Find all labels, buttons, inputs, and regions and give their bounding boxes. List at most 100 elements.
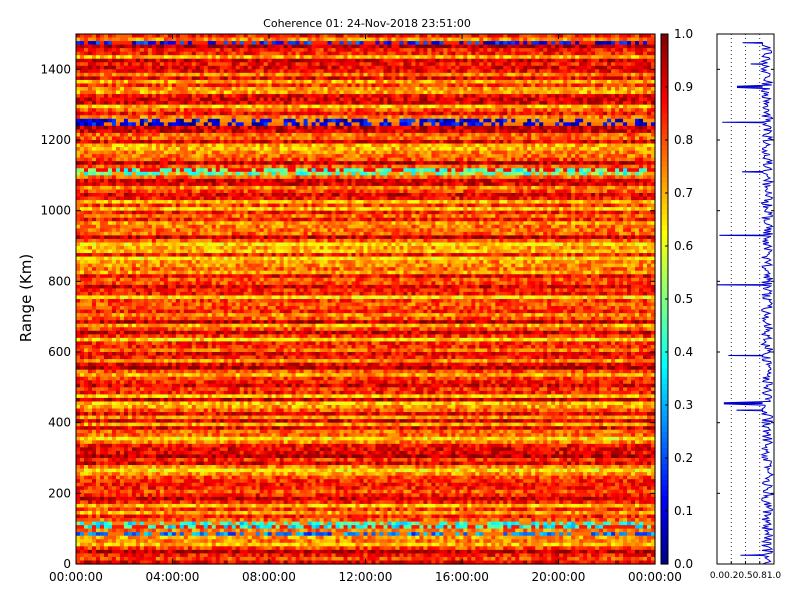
heatmap-cell [523, 59, 528, 63]
heatmap-cell [296, 38, 301, 42]
heatmap-cell [244, 126, 249, 130]
heatmap-cell [627, 69, 632, 73]
heatmap-cell [467, 59, 472, 63]
heatmap-cell [523, 76, 528, 80]
heatmap-cell [252, 55, 257, 59]
heatmap-cell [431, 144, 436, 148]
heatmap-cell [112, 112, 117, 116]
heatmap-cell [623, 105, 628, 109]
heatmap-cell [591, 48, 596, 52]
heatmap-cell [411, 66, 416, 70]
heatmap-cell [192, 87, 197, 91]
heatmap-cell [443, 112, 448, 116]
heatmap-cell [563, 119, 568, 123]
heatmap-cell [495, 126, 500, 130]
heatmap-cell [232, 112, 237, 116]
heatmap-cell [312, 62, 317, 66]
heatmap-cell [395, 59, 400, 63]
heatmap-cell [296, 101, 301, 105]
heatmap-cell [431, 73, 436, 77]
heatmap-cell [575, 133, 580, 137]
heatmap-cell [523, 66, 528, 70]
heatmap-cell [527, 122, 532, 126]
heatmap-cell [104, 66, 109, 70]
heatmap-cell [296, 76, 301, 80]
heatmap-cell [84, 108, 89, 112]
heatmap-cell [391, 105, 396, 109]
heatmap-cell [244, 52, 249, 56]
heatmap-cell [232, 133, 237, 137]
heatmap-cell [551, 62, 556, 66]
heatmap-cell [619, 129, 624, 133]
heatmap-cell [100, 34, 105, 38]
heatmap-cell [276, 76, 281, 80]
heatmap-cell [92, 41, 97, 45]
heatmap-cell [172, 41, 177, 45]
heatmap-cell [296, 94, 301, 98]
heatmap-cell [328, 144, 333, 148]
heatmap-cell [459, 52, 464, 56]
heatmap-cell [156, 133, 161, 137]
heatmap-cell [192, 115, 197, 119]
heatmap-cell [387, 66, 392, 70]
heatmap-cell [188, 38, 193, 42]
heatmap-cell [379, 38, 384, 42]
heatmap-cell [212, 83, 217, 87]
heatmap-cell [643, 52, 648, 56]
heatmap-cell [631, 59, 636, 63]
heatmap-cell [128, 38, 133, 42]
heatmap-cell [92, 94, 97, 98]
heatmap-cell [435, 69, 440, 73]
heatmap-cell [579, 147, 584, 151]
heatmap-cell [340, 59, 345, 63]
heatmap-cell [88, 126, 93, 130]
heatmap-cell [459, 55, 464, 59]
heatmap-cell [148, 87, 153, 91]
heatmap-cell [268, 45, 273, 49]
heatmap-cell [280, 108, 285, 112]
heatmap-cell [631, 122, 636, 126]
heatmap-cell [483, 94, 488, 98]
heatmap-cell [543, 87, 548, 91]
heatmap-cell [264, 55, 269, 59]
heatmap-cell [539, 115, 544, 119]
heatmap-cell [200, 108, 205, 112]
heatmap-cell [172, 98, 177, 102]
heatmap-cell [104, 59, 109, 63]
heatmap-cell [108, 98, 113, 102]
heatmap-cell [515, 66, 520, 70]
heatmap-cell [88, 62, 93, 66]
heatmap-cell [547, 87, 552, 91]
heatmap-cell [519, 119, 524, 123]
heatmap-cell [491, 41, 496, 45]
heatmap-cell [164, 55, 169, 59]
heatmap-cell [308, 140, 313, 144]
heatmap-cell [463, 69, 468, 73]
heatmap-cell [403, 52, 408, 56]
heatmap-cell [312, 48, 317, 52]
heatmap-cell [256, 136, 261, 140]
heatmap-cell [639, 55, 644, 59]
heatmap-cell [607, 91, 612, 95]
heatmap-cell [276, 101, 281, 105]
heatmap-cell [647, 112, 652, 116]
heatmap-cell [403, 73, 408, 77]
heatmap-cell [471, 98, 476, 102]
heatmap-cell [491, 52, 496, 56]
heatmap-cell [567, 41, 572, 45]
heatmap-cell [136, 112, 141, 116]
heatmap-cell [559, 140, 564, 144]
heatmap-cell [591, 55, 596, 59]
heatmap-cell [551, 66, 556, 70]
heatmap-cell [144, 69, 149, 73]
heatmap-cell [332, 122, 337, 126]
heatmap-cell [443, 59, 448, 63]
heatmap-cell [288, 94, 293, 98]
heatmap-cell [503, 83, 508, 87]
heatmap-cell [276, 105, 281, 109]
heatmap-cell [344, 69, 349, 73]
heatmap-cell [280, 69, 285, 73]
heatmap-cell [316, 140, 321, 144]
heatmap-cell [312, 105, 317, 109]
heatmap-cell [439, 126, 444, 130]
